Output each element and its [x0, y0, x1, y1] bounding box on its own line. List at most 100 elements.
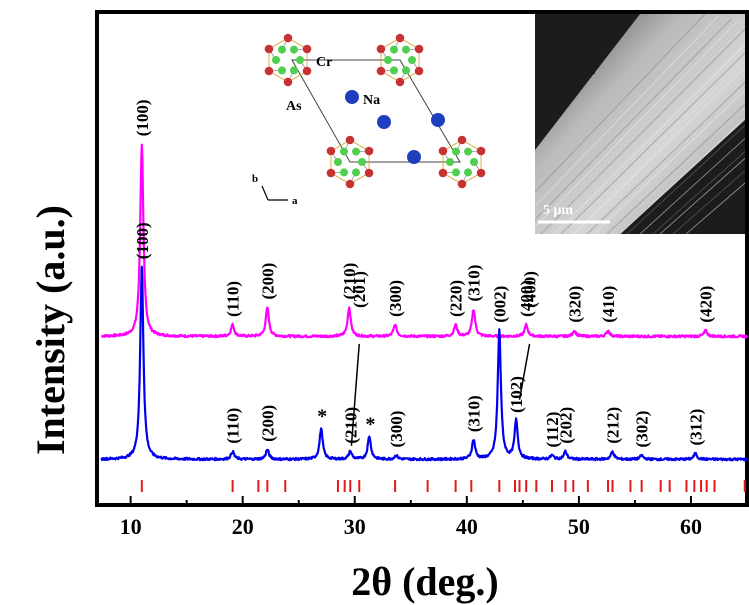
cr-atom: [402, 45, 410, 54]
cr-atom: [452, 147, 460, 156]
series-layer: [100, 143, 749, 462]
cr-atom: [384, 56, 392, 64]
cr-atom: [290, 45, 298, 54]
y-axis-title: Intensity (a.u.): [28, 205, 73, 455]
x-tick-label: 50: [568, 514, 590, 539]
sem-striation: [535, 18, 732, 221]
cr-atom: [402, 66, 410, 75]
as-atom: [457, 179, 467, 189]
peak-label: (410): [599, 286, 618, 323]
peak-label: (400): [517, 280, 536, 317]
peak-label: (300): [386, 280, 405, 317]
peak-label: (212): [604, 407, 623, 444]
peak-label: (100): [133, 222, 152, 259]
peak-label: (110): [224, 408, 243, 444]
peak-label: (202): [556, 407, 575, 444]
cr-atom: [464, 168, 472, 177]
as-atom: [326, 146, 336, 156]
sem-striation: [672, 170, 745, 234]
axis-b-label: b: [252, 173, 258, 185]
sem-striation: [535, 14, 706, 193]
peak-label: (400): [521, 271, 540, 308]
cr-atom: [278, 45, 286, 54]
peak-label: (200): [258, 405, 277, 442]
reference-tick-layer: [140, 480, 746, 492]
peak-label: (312): [686, 409, 705, 446]
cr-atom: [390, 45, 398, 54]
cr-as-cluster: [264, 33, 312, 87]
sem-striation: [639, 137, 745, 234]
unit-cell-outline: [291, 59, 461, 163]
sem-striations: [535, 14, 745, 234]
na-atom: [431, 113, 445, 127]
as-label: As: [286, 99, 302, 114]
cr-atom: [446, 158, 454, 166]
x-tick-label: 20: [232, 514, 254, 539]
as-atom: [302, 44, 312, 54]
as-atom: [414, 44, 424, 54]
axis-a-label: a: [292, 195, 298, 207]
as-atom: [376, 66, 386, 76]
cr-atom: [278, 66, 286, 75]
peak-label: (220): [447, 280, 466, 317]
na-label: Na: [363, 93, 380, 108]
cr-as-clusters: [264, 33, 486, 189]
as-atom: [438, 146, 448, 156]
as-atom: [364, 146, 374, 156]
sem-image-inset: 5 μm: [535, 14, 745, 234]
as-atom: [345, 179, 355, 189]
as-atom: [326, 168, 336, 178]
x-tick-layer: 10 20 30 40 50 60: [120, 496, 702, 539]
impurity-marker: *: [365, 413, 375, 435]
sem-crystal: [535, 14, 745, 234]
peak-label: (300): [387, 411, 406, 448]
cr-as-cluster: [438, 135, 486, 189]
scale-bar-label: 5 μm: [543, 203, 573, 218]
cr-atom: [334, 158, 342, 166]
cr-atom: [464, 147, 472, 156]
sem-striation: [573, 67, 745, 234]
as-atom: [376, 44, 386, 54]
sem-striation: [535, 20, 739, 228]
sem-striation: [652, 150, 745, 234]
peak-label: (002): [490, 286, 509, 323]
as-atom: [476, 146, 486, 156]
as-atom: [395, 77, 405, 87]
cr-atom: [452, 168, 460, 177]
na-atom: [345, 90, 359, 104]
cr-atom: [290, 66, 298, 75]
sem-striation: [535, 16, 719, 207]
peak-label: (100): [133, 99, 152, 136]
x-tick-label: 40: [456, 514, 478, 539]
peak-label-layer: (100) (110) (200) (210) (300) (220)(310) (400)…: [133, 99, 716, 447]
sem-dark-corner: [535, 14, 595, 74]
peak-label: (200): [258, 263, 277, 300]
sem-striation: [619, 117, 745, 234]
cr-atom: [358, 158, 366, 166]
as-atom: [283, 33, 293, 43]
cr-atom: [352, 168, 360, 177]
peak-label: (201): [350, 271, 369, 308]
sem-striation: [560, 52, 745, 234]
cr-label: Cr: [316, 55, 332, 70]
cr-atom: [408, 56, 416, 64]
cr-as-cluster: [376, 33, 424, 87]
as-atom: [345, 135, 355, 145]
as-atom: [302, 66, 312, 76]
peak-label: (210): [340, 263, 359, 300]
label-arrow: [518, 343, 531, 400]
peak-label: (420): [697, 286, 716, 323]
label-arrow: [350, 343, 360, 446]
x-axis-title: 2θ (deg.): [351, 559, 499, 604]
as-atom: [457, 135, 467, 145]
as-atom: [264, 44, 274, 54]
na-atom: [377, 115, 391, 129]
as-atom: [476, 168, 486, 178]
peak-label: (310): [465, 265, 484, 302]
sem-striation: [553, 44, 745, 234]
series-line: [100, 265, 749, 462]
impurity-marker: *: [317, 406, 327, 428]
sem-striation: [593, 89, 745, 234]
cr-atom: [470, 158, 478, 166]
sem-striation: [626, 124, 745, 234]
